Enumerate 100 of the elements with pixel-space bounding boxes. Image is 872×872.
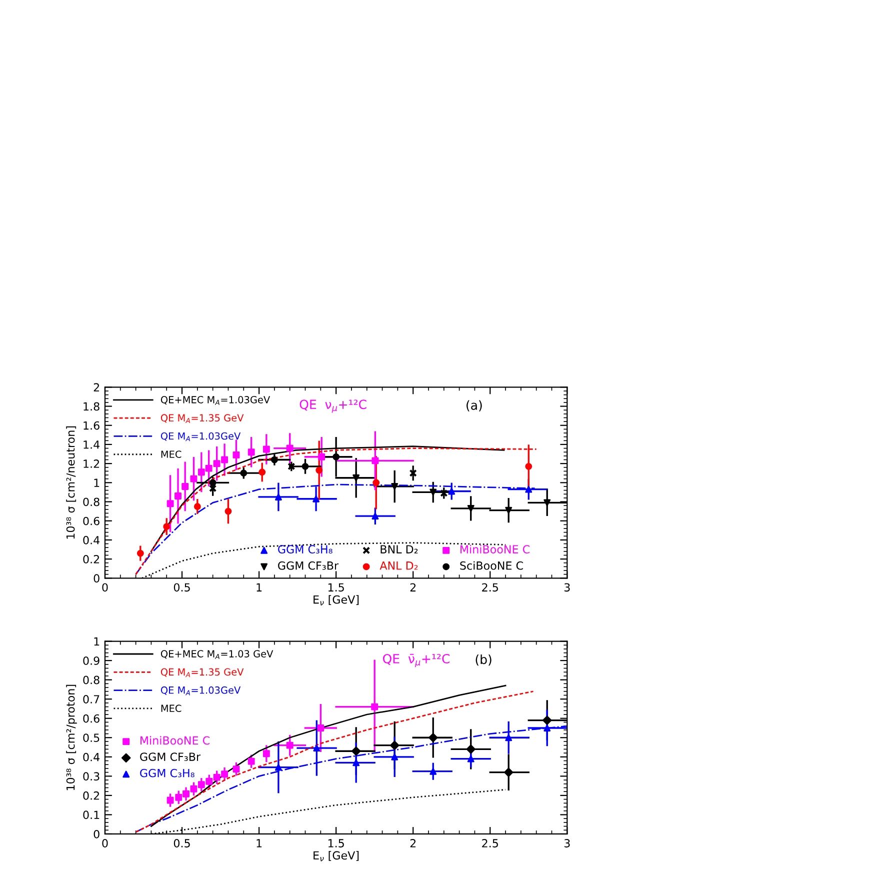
point — [232, 451, 240, 458]
x-tick-label: 1 — [256, 583, 262, 592]
legend-label: MiniBooNE C — [140, 736, 210, 745]
point — [318, 453, 326, 460]
legend-label: MEC — [161, 450, 182, 458]
point — [209, 484, 217, 492]
point — [372, 512, 379, 520]
x-tick-label: 2.5 — [482, 583, 498, 592]
y-tick-label: 2 — [94, 383, 100, 392]
point — [428, 733, 438, 742]
y-tick-label: 0.1 — [83, 810, 100, 820]
point — [174, 492, 182, 500]
legend-label: QE+MEC M$_{A}$=1.03GeV — [160, 396, 270, 405]
point — [213, 460, 220, 468]
x-tick-label: 3 — [564, 583, 570, 592]
point — [166, 796, 174, 804]
point — [190, 475, 198, 482]
point — [206, 778, 213, 785]
point — [190, 785, 198, 792]
point — [430, 488, 437, 496]
point — [525, 462, 532, 470]
y-tick-label: 0.2 — [83, 791, 100, 800]
y-tick-label: 0 — [94, 574, 100, 583]
x-tick-label: 0 — [102, 583, 108, 592]
point — [372, 457, 379, 464]
x-axis-title: E$_{ν}$ [GeV] — [314, 595, 359, 606]
point — [232, 766, 240, 773]
x-tick-label: 2 — [410, 583, 416, 592]
legend-label: QE M$_{A}$=1.35 GeV — [160, 414, 244, 423]
point — [175, 794, 182, 801]
point — [430, 768, 437, 775]
point — [542, 716, 552, 725]
y-tick-label: 0.7 — [83, 695, 100, 704]
point — [286, 444, 294, 452]
y-tick-label: 1.8 — [84, 402, 100, 411]
legend-label: MiniBooNE C — [460, 544, 530, 554]
point — [544, 499, 551, 506]
y-tick-label: 0.6 — [83, 516, 100, 526]
point — [440, 489, 448, 497]
y-tick-label: 0.3 — [83, 772, 100, 781]
point — [467, 755, 474, 762]
point — [302, 462, 309, 470]
point — [317, 724, 324, 732]
point — [466, 744, 476, 754]
point — [316, 466, 323, 474]
point — [372, 479, 380, 486]
x-tick-label: 2 — [410, 839, 416, 848]
point — [544, 724, 551, 732]
point — [258, 468, 266, 476]
legend-label: GGM CF₃Br — [140, 752, 201, 761]
x-tick-label: 0 — [102, 839, 108, 848]
point — [505, 506, 512, 514]
legend-label: GGM C₃H₈ — [278, 545, 332, 554]
legend-label: MEC — [161, 704, 182, 712]
point — [312, 495, 320, 502]
legend-label: QE M$_{A}$=1.03GeV — [160, 432, 241, 442]
point — [371, 703, 378, 710]
y-tick-label: 1 — [94, 478, 100, 487]
legend-label: QE M$_{A}$=1.03GeV — [160, 686, 241, 696]
y-tick-label: 0.6 — [83, 714, 100, 723]
y-axis-title: 10³⁸ σ [cm²/neutron] — [66, 426, 76, 539]
point — [332, 453, 340, 460]
point — [194, 503, 201, 510]
point — [213, 774, 220, 781]
y-tick-label: 0.8 — [83, 676, 100, 684]
point — [313, 744, 320, 752]
point — [391, 753, 398, 760]
y-tick-label: 1.4 — [84, 440, 100, 449]
point — [274, 764, 282, 771]
point — [505, 734, 512, 742]
x-tick-label: 1.5 — [328, 839, 344, 848]
y-tick-label: 0.2 — [83, 555, 100, 564]
point — [467, 504, 474, 512]
y-tick-label: 0.5 — [83, 734, 100, 742]
y-tick-label: 0.9 — [83, 656, 100, 665]
point — [166, 500, 174, 508]
point — [248, 758, 255, 765]
point — [240, 470, 248, 477]
annotation: QE ν̄$_{μ}$+¹²C — [382, 654, 450, 668]
legend-label: BNL D₂ — [380, 545, 418, 554]
y-tick-label: 0.4 — [83, 752, 100, 762]
point — [221, 770, 228, 778]
x-tick-label: 2.5 — [482, 839, 498, 848]
point — [205, 464, 212, 472]
point — [136, 550, 144, 557]
point — [448, 488, 456, 495]
y-axis-title: 10³⁸ σ [cm²/proton] — [66, 684, 77, 790]
x-tick-label: 3 — [564, 839, 570, 848]
point — [286, 742, 294, 749]
annotation: QE ν$_{μ}$+¹²C — [300, 400, 366, 413]
point — [198, 468, 205, 476]
point — [390, 740, 400, 750]
point — [391, 483, 398, 490]
legend-label: GGM C₃H₈ — [140, 768, 194, 778]
legend-label: QE M$_{A}$=1.35 GeV — [160, 668, 244, 678]
annotation: (a) — [466, 400, 482, 412]
legend-label: SciBooNE C — [460, 561, 523, 570]
point — [209, 479, 216, 486]
point — [504, 768, 514, 777]
point — [409, 469, 417, 477]
